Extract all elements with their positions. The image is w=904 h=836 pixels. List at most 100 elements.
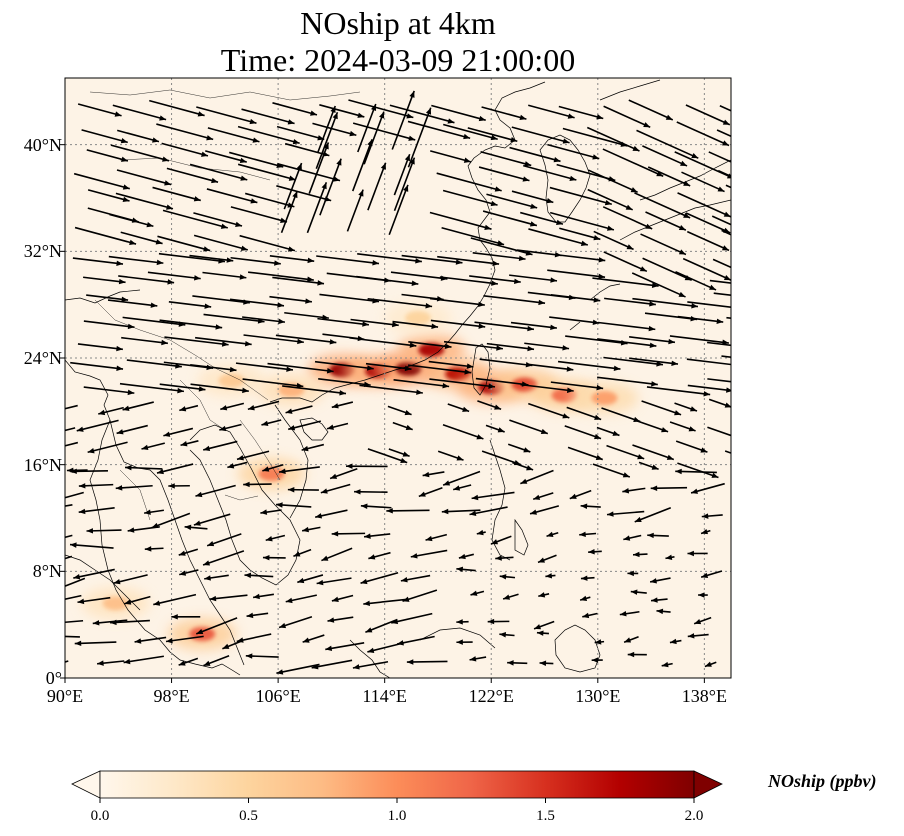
wind-arrow [481,106,527,121]
wind-arrow [539,660,554,666]
wind-arrow [528,402,570,419]
wind-arrow [690,482,725,494]
wind-arrow [437,450,464,461]
wind-arrow [115,484,153,491]
wind-arrow [87,189,130,202]
wind-arrow [623,534,642,541]
wind-arrow [629,357,679,366]
wind-arrow [283,162,303,210]
wind-arrow [193,513,231,526]
wind-arrow [180,440,199,447]
wind-arrow [711,215,731,226]
wind-arrow [661,661,673,668]
wind-arrow [120,231,163,245]
wind-arrow [569,489,592,500]
wind-arrow [388,448,410,457]
wind-arrow [469,656,487,662]
wind-arrow [227,461,248,469]
wind-arrow [429,211,492,231]
wind-arrow [520,469,554,485]
wind-arrow [288,420,322,431]
wind-arrow [402,589,438,602]
wind-arrow [627,651,647,658]
wind-arrow [713,292,731,297]
wind-arrow [645,211,687,231]
wind-arrow [301,526,321,533]
wind-arrow [98,406,124,416]
wind-arrow [587,188,634,211]
wind-arrow [235,362,294,372]
wind-arrow [81,129,128,144]
wind-arrow [538,592,550,598]
map-frame [64,77,732,679]
wind-arrow [630,589,647,595]
wind-arrow [203,440,238,452]
wind-arrow [189,163,248,181]
colorbar-min-extend [71,770,101,799]
wind-arrow [325,642,365,652]
wind-arrow [65,555,73,560]
wind-arrow [247,400,280,411]
wind-arrow [243,334,304,345]
wind-arrow [456,639,473,645]
wind-arrow [469,506,508,516]
wind-arrow [597,321,656,332]
wind-arrow [520,383,574,393]
colorbar-tick-label: 1.0 [387,808,407,824]
wind-arrow [596,426,620,437]
wind-arrow [559,227,601,241]
wind-arrow [512,461,534,471]
wind-arrow [320,483,351,494]
wind-arrow [73,568,115,580]
wind-arrow [712,258,731,269]
plume-core [218,373,245,388]
wind-arrow [77,343,123,352]
wind-arrow [511,190,554,204]
wind-arrow [190,383,249,394]
wind-arrow [647,532,669,539]
y-tick-label: 32°N [23,241,62,262]
wind-arrow [239,234,296,252]
wind-arrow [401,254,463,265]
wind-arrow [348,99,414,119]
x-tick-label: 114°E [362,686,407,706]
wind-arrow [677,192,731,218]
wind-arrow [161,142,209,157]
wind-arrow [74,640,117,647]
wind-arrow [638,461,659,471]
wind-arrow [252,593,275,600]
wind-arrow [87,441,128,454]
wind-arrow [193,212,243,227]
wind-arrow [642,145,688,167]
wind-arrow [275,334,337,345]
wind-arrow [681,171,725,193]
wind-arrow [363,111,385,165]
wind-arrow [603,105,651,128]
wind-arrow [72,257,124,266]
wind-arrow [408,341,452,349]
country-borders [89,89,361,521]
wind-arrow [632,297,699,309]
wind-arrow [143,509,164,515]
wind-arrow [425,533,448,542]
wind-arrow [65,635,80,638]
wind-arrow [331,401,354,409]
wind-arrow [242,378,304,389]
wind-arrow [306,182,328,234]
wind-arrow [314,360,374,371]
plume-core [404,311,431,325]
wind-arrow [141,442,165,451]
wind-arrow [682,257,731,281]
wind-arrow [477,400,502,410]
x-tick-label: 122°E [468,686,514,706]
wind-arrow [545,573,556,579]
wind-arrow [509,274,558,283]
wind-arrow [392,421,413,431]
wind-arrow [520,211,564,226]
wind-arrow [510,321,557,331]
wind-arrow [490,535,512,545]
wind-arrow [179,404,199,412]
wind-arrow [184,524,208,531]
wind-arrow [109,213,154,228]
